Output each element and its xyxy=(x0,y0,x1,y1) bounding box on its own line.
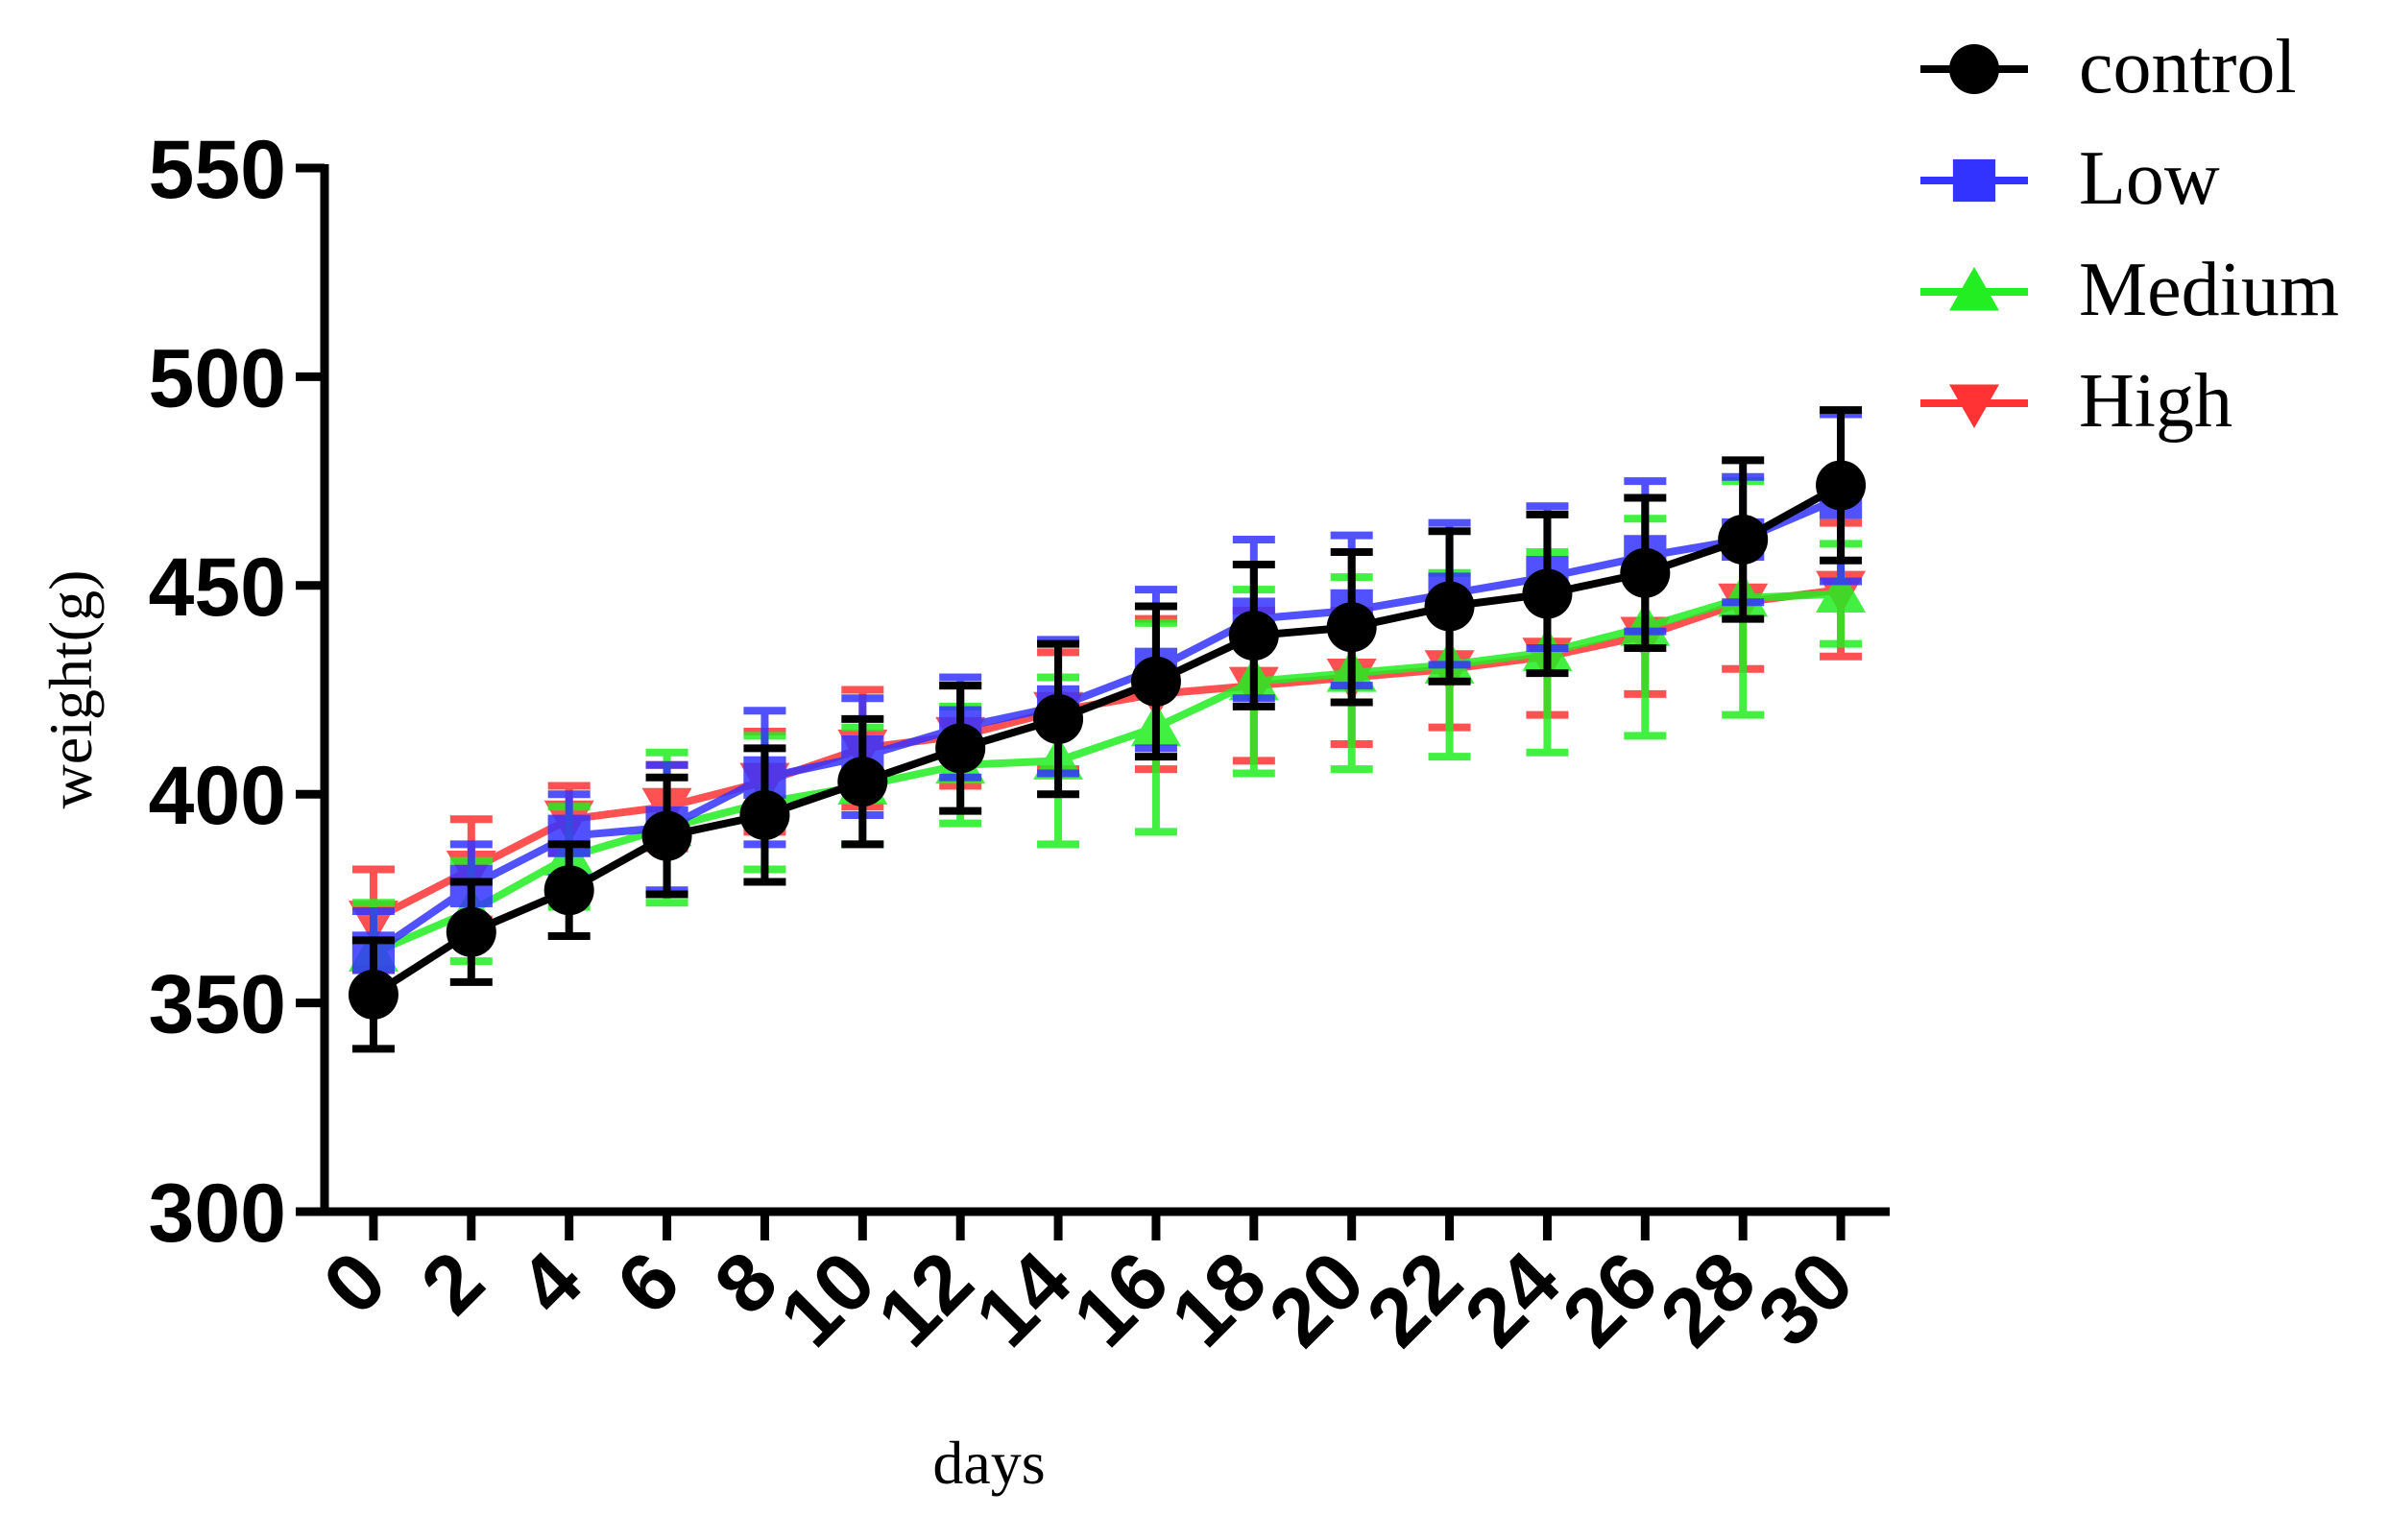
y-tick-label: 300 xyxy=(149,1167,287,1260)
legend-label: Medium xyxy=(2079,248,2339,332)
series-line xyxy=(372,590,1842,957)
marker xyxy=(543,865,594,916)
legend-label: Low xyxy=(2079,136,2220,221)
legend-label: High xyxy=(2079,359,2232,444)
legend-marker xyxy=(1949,44,1999,94)
marker xyxy=(641,810,692,861)
marker xyxy=(1522,568,1573,619)
marker xyxy=(935,723,986,774)
y-tick-label: 500 xyxy=(149,332,287,424)
legend-label: control xyxy=(2079,25,2297,109)
marker xyxy=(1718,514,1769,565)
y-tick-label: 450 xyxy=(149,541,287,634)
series-line xyxy=(371,481,1844,999)
y-tick-label: 550 xyxy=(149,124,287,216)
marker xyxy=(1620,547,1671,598)
series-line xyxy=(371,493,1843,956)
y-tick-label: 350 xyxy=(149,959,287,1051)
marker xyxy=(1033,693,1084,744)
x-tick-label: 30 xyxy=(1741,1235,1871,1365)
marker xyxy=(1228,610,1279,661)
marker xyxy=(1326,602,1377,653)
marker xyxy=(1424,581,1475,632)
series-line xyxy=(372,586,1842,924)
marker xyxy=(1816,568,1867,613)
marker xyxy=(1816,460,1867,511)
legend-marker xyxy=(1949,267,1999,311)
marker xyxy=(348,969,398,1020)
x-tick-label: 2 xyxy=(404,1235,502,1333)
legend-marker xyxy=(1949,384,1999,428)
y-tick-label: 400 xyxy=(149,750,287,842)
series xyxy=(348,406,1867,1053)
x-axis-title: days xyxy=(932,1429,1045,1497)
marker xyxy=(837,757,888,807)
x-tick-label: 4 xyxy=(501,1234,599,1332)
marker xyxy=(1130,656,1181,707)
marker xyxy=(739,789,790,840)
marker xyxy=(446,906,496,957)
y-axis-title: weight(g) xyxy=(36,570,105,809)
legend-marker xyxy=(1952,158,1996,203)
x-tick-label: 0 xyxy=(306,1235,404,1333)
x-tick-label: 6 xyxy=(599,1235,697,1333)
